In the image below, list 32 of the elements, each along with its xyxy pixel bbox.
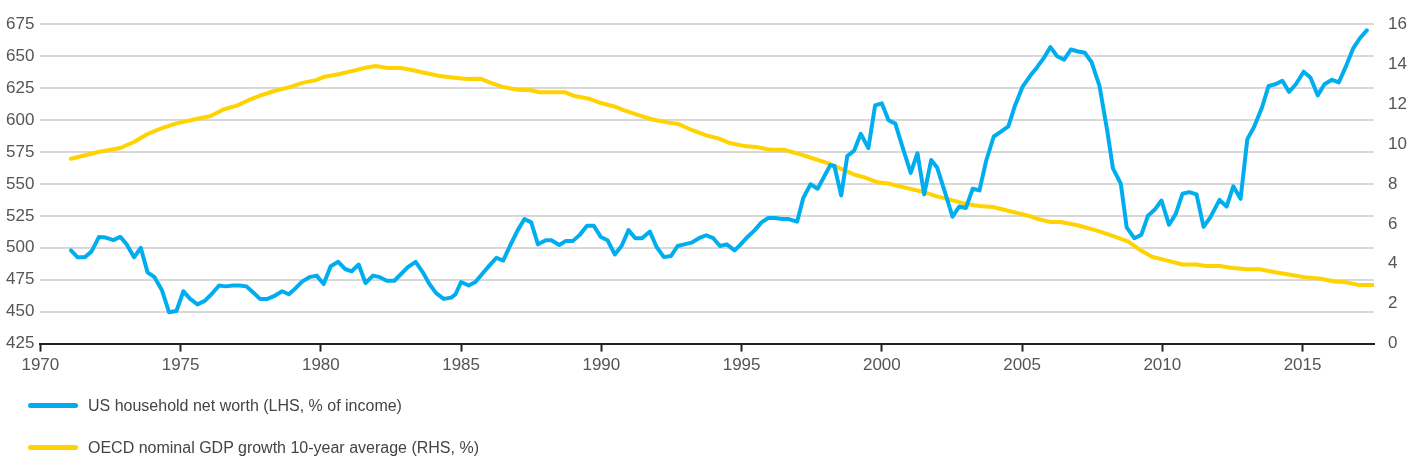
x-tick-label: 2000 xyxy=(862,355,901,375)
y-tick-label: 425 xyxy=(5,333,35,353)
y-tick-label: 625 xyxy=(5,77,35,97)
x-tick-label: 1970 xyxy=(21,355,60,375)
y2-tick-label: 12 xyxy=(1388,93,1408,113)
y2-tick-label: 8 xyxy=(1388,173,1398,193)
y-tick-label: 500 xyxy=(5,237,35,257)
legend-label: US household net worth (LHS, % of income) xyxy=(88,396,402,415)
y-tick-label: 550 xyxy=(5,173,35,193)
y-tick-label: 600 xyxy=(5,109,35,129)
x-tick-label: 1975 xyxy=(161,355,200,375)
y-tick-label: 450 xyxy=(5,301,35,321)
y-tick-label: 575 xyxy=(5,141,35,161)
y2-tick-label: 2 xyxy=(1388,293,1398,313)
x-tick-label: 2005 xyxy=(1003,355,1041,375)
y2-tick-label: 14 xyxy=(1388,53,1408,73)
y-tick-label: 675 xyxy=(5,13,35,33)
y2-tick-label: 4 xyxy=(1388,253,1398,273)
x-tick-label: 2010 xyxy=(1143,355,1182,375)
y2-tick-label: 0 xyxy=(1388,333,1398,353)
x-tick-label: 2015 xyxy=(1283,355,1322,375)
x-tick-label: 1990 xyxy=(582,355,621,375)
y2-tick-label: 6 xyxy=(1388,213,1398,233)
x-tick-label: 1980 xyxy=(301,355,340,375)
y-tick-label: 525 xyxy=(5,205,35,225)
y2-tick-label: 10 xyxy=(1388,133,1408,153)
y-tick-label: 650 xyxy=(5,45,35,65)
x-tick-label: 1985 xyxy=(442,355,481,375)
y-tick-label: 475 xyxy=(5,269,35,289)
y2-tick-label: 16 xyxy=(1388,13,1408,33)
x-tick-label: 1995 xyxy=(722,355,761,375)
legend-label: OECD nominal GDP growth 10-year average (RHS, %) xyxy=(88,438,479,457)
